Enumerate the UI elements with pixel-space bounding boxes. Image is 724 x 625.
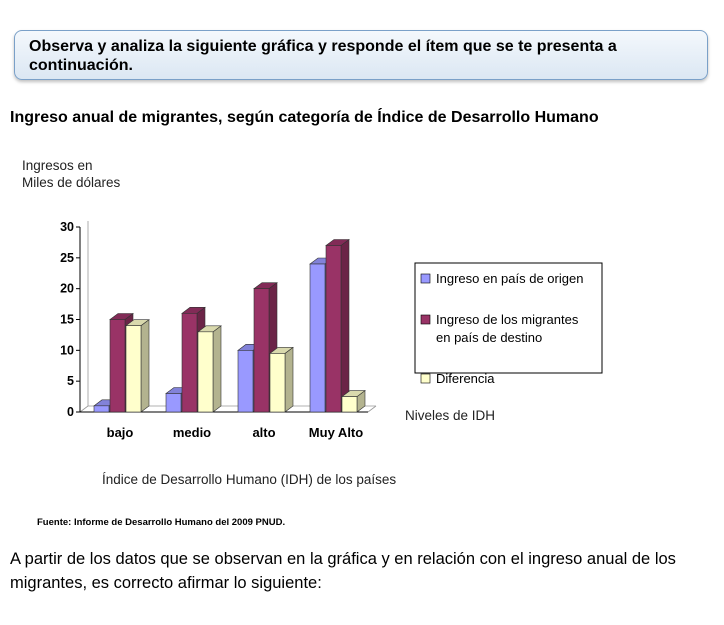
legend-swatch [420,373,431,384]
bar-side [212,325,222,413]
x-tick-label: bajo [107,425,134,440]
x-side-label: Niveles de IDH [405,408,495,423]
y-tick-label: 10 [60,343,74,357]
legend-swatch [420,314,431,325]
bar-side [340,238,350,413]
bar [93,405,110,413]
bar [125,325,142,413]
x-axis-label: Índice de Desarrollo Humano (IDH) de los… [102,472,396,487]
y-axis-label-line: Ingresos en [22,158,93,173]
instruction-banner: Observa y analiza la siguiente gráfica y… [14,30,708,80]
x-tick-label: medio [173,425,211,440]
floor-edge-left [79,405,89,413]
y-tick-label: 0 [67,405,74,419]
bar-side [140,319,150,413]
y-tick-label: 5 [67,374,74,388]
bar [197,331,214,413]
bar [269,353,286,413]
bar [109,319,126,413]
bar [165,393,182,413]
legend-label: Ingreso en país de origen [436,271,583,286]
bar-side [284,346,294,413]
instruction-text: Observa y analiza la siguiente gráfica y… [29,38,617,74]
legend-box [414,262,603,374]
legend-label: Diferencia [436,371,495,386]
y-tick-label: 30 [60,220,74,234]
legend-label: en país de destino [436,330,542,345]
bar [237,350,254,413]
bar [181,313,198,413]
chart-heading: Ingreso anual de migrantes, según catego… [10,109,599,126]
x-tick-label: alto [252,425,275,440]
y-tick-label: 15 [60,313,74,327]
bar [341,396,358,413]
bar-chart: Ingresos en Miles de dólares 0 5 10 15 20 25 30 b… [22,158,603,487]
y-axis-label-line: Miles de dólares [22,175,121,190]
bar [309,263,326,413]
question-text: A partir de los datos que se observan en… [10,550,676,592]
legend-swatch [420,273,431,284]
source-note: Fuente: Informe de Desarrollo Humano del… [37,517,286,528]
bar [253,288,270,413]
y-tick-label: 20 [60,282,74,296]
x-tick-label: Muy Alto [309,425,363,440]
legend-label: Ingreso de los migrantes [436,312,579,327]
bar [325,245,342,413]
floor-edge-right [367,405,377,413]
y-tick-label: 25 [60,251,74,265]
